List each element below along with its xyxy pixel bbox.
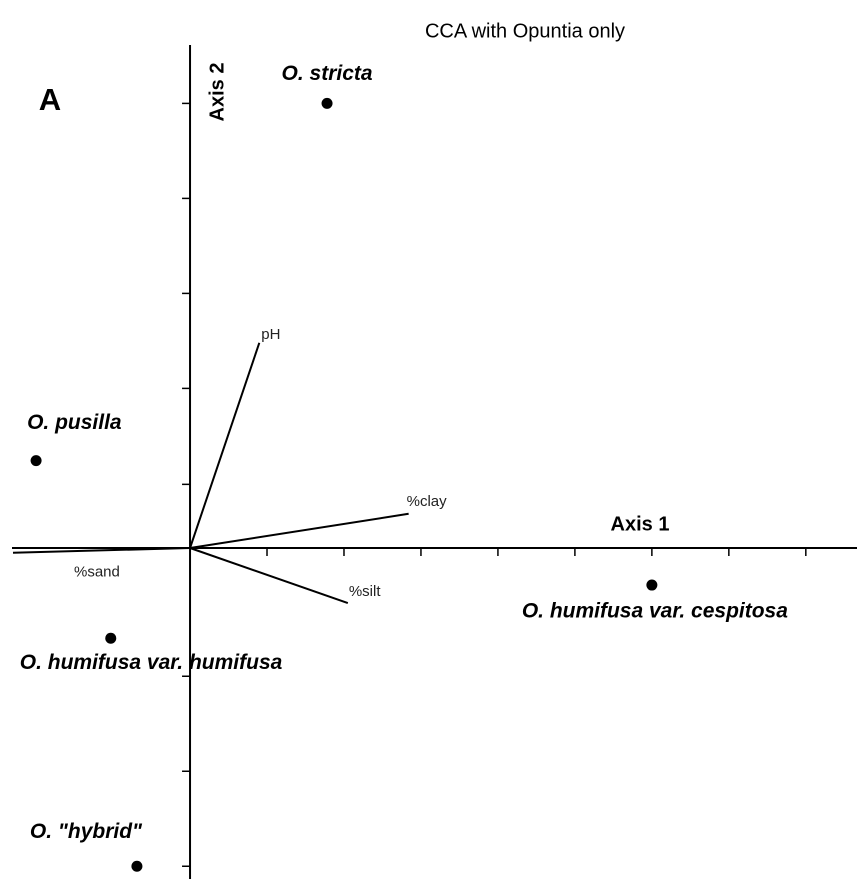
point-label: O. "hybrid" xyxy=(30,820,143,843)
vector xyxy=(12,547,191,554)
point-label: O. stricta xyxy=(282,62,373,85)
point xyxy=(105,632,117,644)
point-label: O. humifusa var. humifusa xyxy=(20,651,283,674)
vector-label: %sand xyxy=(74,564,120,581)
vector xyxy=(189,547,349,605)
y-axis-label: Axis 2 xyxy=(206,63,228,122)
vector-label: %silt xyxy=(349,583,382,600)
point-label: O. pusilla xyxy=(27,411,122,434)
point-label: O. humifusa var. cespitosa xyxy=(522,600,788,623)
point xyxy=(646,579,658,591)
vector xyxy=(189,342,261,549)
chart-title: CCA with Opuntia only xyxy=(425,20,625,42)
point xyxy=(131,860,143,872)
point xyxy=(30,455,42,467)
point xyxy=(321,97,333,109)
x-axis-label: Axis 1 xyxy=(611,513,670,535)
panel-label: A xyxy=(39,82,61,117)
vector-label: pH xyxy=(261,326,280,343)
vector xyxy=(189,512,409,549)
vector-label: %clay xyxy=(407,493,448,510)
